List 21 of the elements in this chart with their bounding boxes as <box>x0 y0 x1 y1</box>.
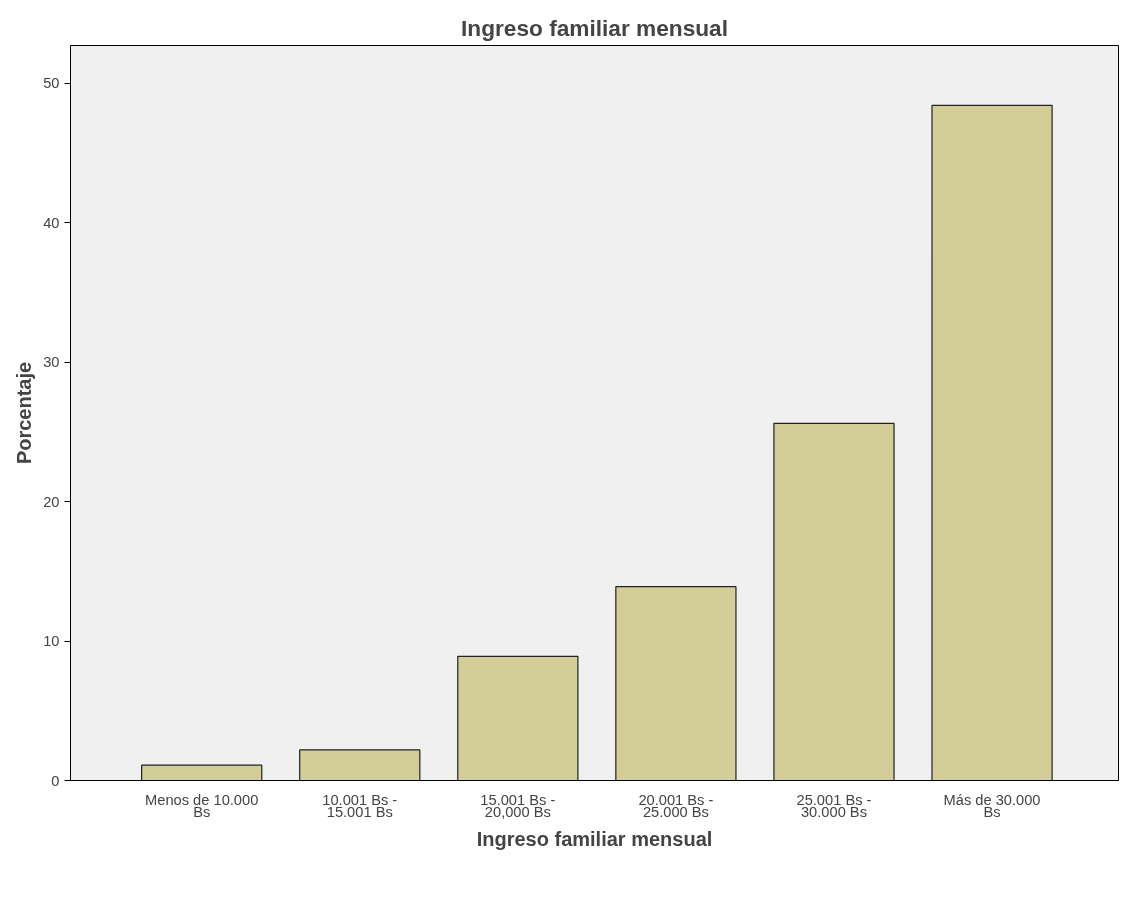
x-tick-label: 10.001 Bs - 15.001 Bs <box>322 791 398 821</box>
x-tick-label: Menos de 10.000 Bs <box>145 791 259 821</box>
bar <box>141 764 263 781</box>
bar <box>457 655 579 781</box>
bar <box>615 586 737 781</box>
y-tick-label: 10 <box>43 633 60 650</box>
y-tick-label: 0 <box>51 772 60 789</box>
y-tick-label: 50 <box>43 75 60 92</box>
chart-title: Ingreso familiar mensual <box>461 14 728 41</box>
bar <box>773 422 895 781</box>
bar <box>299 749 421 781</box>
y-tick-label: 30 <box>43 354 60 371</box>
x-tick-label: 25.001 Bs - 30.000 Bs <box>796 791 872 821</box>
x-tick-label: Más de 30.000 Bs <box>943 791 1041 821</box>
y-tick-label: 40 <box>43 214 60 231</box>
y-axis-title: Porcentaje <box>13 361 36 465</box>
x-tick-label: 20.001 Bs - 25.000 Bs <box>638 791 714 821</box>
x-tick-label: 15.001 Bs - 20,000 Bs <box>480 791 556 821</box>
y-tick-label: 20 <box>43 493 60 510</box>
bar <box>931 104 1053 781</box>
x-axis-title: Ingreso familiar mensual <box>476 828 713 851</box>
